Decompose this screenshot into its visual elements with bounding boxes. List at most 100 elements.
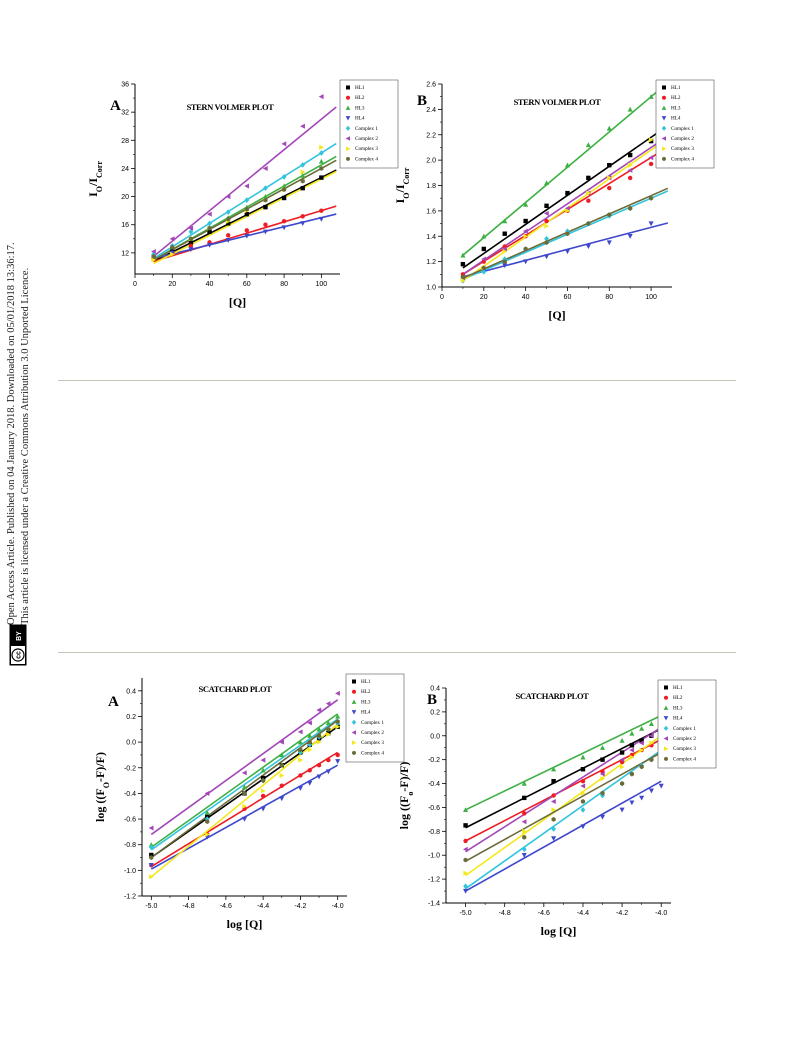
legend-label: HL1 xyxy=(355,85,365,91)
series-points xyxy=(460,161,654,277)
x-tick-label: -4.4 xyxy=(257,903,269,910)
legend-label: Complex 4 xyxy=(673,756,696,762)
series-points xyxy=(460,195,654,280)
legend-box xyxy=(345,673,405,763)
y-tick-label: 0.2 xyxy=(126,714,136,721)
data-point xyxy=(204,790,210,796)
legend-label: Complex 4 xyxy=(355,156,378,162)
fit-line xyxy=(465,726,662,853)
data-point xyxy=(523,201,529,207)
y-tick-label: 2.0 xyxy=(426,158,436,165)
legend-label: Complex 1 xyxy=(671,126,694,132)
license-sidebar-svg: Open Access Article. Published on 04 Jan… xyxy=(6,242,31,666)
y-tick-label: -1.4 xyxy=(428,901,440,908)
data-point xyxy=(599,771,605,777)
data-point xyxy=(521,853,527,858)
legend-marker xyxy=(351,719,357,725)
x-tick-label: -4.6 xyxy=(538,910,550,917)
stern-volmer-plot-b: 0 20 40 60 80 100 1.0 1.2 1.4 1.6 1.8 2.0 2.2 2.4 2.6 [… xyxy=(392,70,715,350)
data-point xyxy=(522,228,528,234)
data-point xyxy=(244,206,249,212)
y-axis-label: log ((Fo-F)/F) xyxy=(397,762,415,830)
data-point xyxy=(658,783,664,789)
data-point xyxy=(629,754,635,760)
scatchard-plot-a: -5.0 -4.8 -4.6 -4.4 -4.2 -4.0 -1.2 -1.0 -0.8 -0.6… xyxy=(70,668,405,948)
legend-box xyxy=(657,679,717,769)
data-point xyxy=(149,855,154,860)
series-points xyxy=(460,221,654,284)
legend-label: Complex 3 xyxy=(673,746,696,752)
data-point xyxy=(580,824,586,830)
x-tick-label: -4.6 xyxy=(220,903,232,910)
data-point xyxy=(629,771,634,777)
data-point xyxy=(170,244,175,250)
data-point xyxy=(225,194,231,200)
legend-box xyxy=(339,79,399,169)
series-points xyxy=(149,719,340,860)
legend-marker xyxy=(662,146,667,151)
data-point xyxy=(648,137,654,143)
data-point xyxy=(244,233,250,239)
legend-marker xyxy=(345,125,351,131)
data-point xyxy=(544,218,549,224)
data-point xyxy=(639,795,645,801)
data-point xyxy=(316,763,322,768)
y-tick-label: 12 xyxy=(121,250,129,257)
y-tick-label: -0.2 xyxy=(428,757,440,764)
data-point xyxy=(281,141,287,147)
legend-marker xyxy=(661,136,666,141)
data-point xyxy=(627,234,633,239)
data-point xyxy=(580,790,586,796)
panel-letter: A xyxy=(108,694,119,710)
data-point xyxy=(225,233,231,238)
chart-svg: -5.0 -4.8 -4.6 -4.4 -4.2 -4.0 -1.4 -1.2 -1.0 -0.8… xyxy=(397,679,717,938)
data-point xyxy=(335,752,340,758)
data-point xyxy=(170,251,175,257)
data-point xyxy=(523,259,529,265)
data-point xyxy=(281,183,287,189)
y-tick-label: 24 xyxy=(121,166,129,173)
legend-marker xyxy=(345,105,351,110)
data-point xyxy=(580,754,586,760)
legend-marker xyxy=(351,730,356,735)
legend-label: HL2 xyxy=(361,689,371,695)
data-point xyxy=(463,883,468,890)
data-point xyxy=(648,195,654,201)
data-point xyxy=(207,229,212,234)
data-point xyxy=(619,807,625,813)
x-tick-label: -4.0 xyxy=(655,910,667,917)
data-point xyxy=(316,733,322,739)
y-tick-label: 0.4 xyxy=(430,686,440,693)
x-tick-label: -4.8 xyxy=(499,910,511,917)
data-point xyxy=(481,233,487,239)
data-point xyxy=(242,803,248,809)
y-tick-label: 2.6 xyxy=(426,82,436,89)
data-point xyxy=(307,739,312,745)
legend-marker xyxy=(346,146,351,151)
fit-line xyxy=(153,106,337,258)
y-axis-label: IO/ICorr xyxy=(393,167,411,203)
legend-marker xyxy=(346,95,350,100)
data-point xyxy=(241,816,248,822)
license-line-1: Open Access Article. Published on 04 Jan… xyxy=(6,242,17,625)
data-point xyxy=(204,810,210,815)
data-point xyxy=(225,238,231,243)
data-point xyxy=(279,796,285,802)
data-point xyxy=(463,823,468,828)
cc-by-badge[interactable]: cc BY xyxy=(9,624,27,666)
data-point xyxy=(460,252,466,258)
data-point xyxy=(300,123,305,129)
fit-line xyxy=(462,125,669,269)
data-point xyxy=(607,175,612,181)
x-tick-label: -4.8 xyxy=(183,903,195,910)
data-point xyxy=(188,247,194,253)
y-axis-label-text: log ((FO-F)/F) xyxy=(93,752,111,822)
series-points xyxy=(149,724,341,880)
data-point xyxy=(316,774,322,780)
data-point xyxy=(188,228,194,235)
chart-svg: 0 20 40 60 80 100 1.0 1.2 1.4 1.6 1.8 2.0 2.2 2.4 2.6 [… xyxy=(393,79,715,322)
data-point xyxy=(460,261,466,267)
data-point xyxy=(586,221,591,226)
y-tick-label: -1.2 xyxy=(428,877,440,884)
data-point xyxy=(325,720,331,726)
